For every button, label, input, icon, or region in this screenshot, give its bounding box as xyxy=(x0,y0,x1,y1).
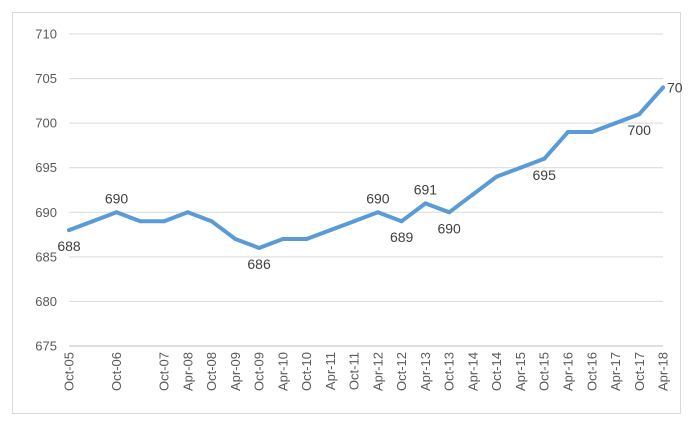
x-tick-label: Oct-14 xyxy=(489,352,504,391)
data-point xyxy=(185,210,190,215)
data-point xyxy=(423,201,428,206)
data-point xyxy=(637,112,642,117)
data-label: 690 xyxy=(437,220,461,236)
data-label: 688 xyxy=(57,238,81,254)
data-point xyxy=(138,219,143,224)
data-label: 690 xyxy=(366,190,390,206)
y-tick-label: 700 xyxy=(35,116,57,131)
x-tick-label: Apr-16 xyxy=(561,352,576,391)
x-tick-label: Oct-13 xyxy=(442,352,457,391)
y-tick-label: 710 xyxy=(35,27,57,42)
x-tick-label: Oct-07 xyxy=(157,352,172,391)
x-tick-label: Oct-10 xyxy=(299,352,314,391)
data-label: 695 xyxy=(533,167,557,183)
x-tick-label: Oct-15 xyxy=(537,352,552,391)
data-label: 691 xyxy=(414,181,438,197)
data-point xyxy=(304,237,309,242)
data-label: 704 xyxy=(667,79,682,95)
y-tick-label: 705 xyxy=(35,71,57,86)
data-point xyxy=(257,245,262,250)
series-line xyxy=(67,85,665,250)
y-tick-label: 690 xyxy=(35,205,57,220)
data-point xyxy=(352,219,357,224)
gridlines xyxy=(69,33,663,347)
data-point xyxy=(518,165,523,170)
y-tick-label: 685 xyxy=(35,249,57,264)
data-point xyxy=(399,219,404,224)
x-tick-label: Apr-18 xyxy=(656,352,671,391)
data-point xyxy=(542,156,547,161)
x-tick-label: Oct-17 xyxy=(632,352,647,391)
data-point xyxy=(447,210,452,215)
data-point xyxy=(90,219,95,224)
chart-frame: 675 680 685 690 695 700 705 710 Oct-05 Oct-06 Oct… xyxy=(12,12,682,414)
data-point xyxy=(328,228,333,233)
x-tick-label: Oct-05 xyxy=(62,352,77,391)
y-tick-label: 680 xyxy=(35,294,57,309)
y-axis-ticks: 675 680 685 690 695 700 705 710 xyxy=(35,27,57,354)
data-labels: 688 690 686 690 689 691 690 695 700 704 xyxy=(57,79,682,271)
x-tick-label: Oct-11 xyxy=(347,352,362,390)
x-tick-label: Oct-16 xyxy=(584,352,599,391)
data-point xyxy=(280,237,285,242)
x-tick-label: Apr-15 xyxy=(513,352,528,391)
x-tick-label: Apr-08 xyxy=(180,352,195,391)
series-polyline xyxy=(67,85,665,250)
data-point xyxy=(613,121,618,126)
data-point xyxy=(589,130,594,135)
x-tick-label: Oct-12 xyxy=(394,352,409,391)
x-tick-label: Apr-10 xyxy=(275,352,290,391)
data-label: 690 xyxy=(105,190,129,206)
data-label: 689 xyxy=(390,229,414,245)
data-label: 686 xyxy=(247,256,271,272)
data-point xyxy=(209,219,214,224)
data-point xyxy=(661,85,665,90)
data-point xyxy=(233,237,238,242)
data-point xyxy=(67,228,71,233)
data-point xyxy=(565,130,570,135)
y-tick-label: 695 xyxy=(35,160,57,175)
data-point xyxy=(162,219,167,224)
x-tick-label: Apr-13 xyxy=(418,352,433,391)
x-tick-label: Apr-17 xyxy=(608,352,623,391)
x-tick-label: Oct-06 xyxy=(109,352,124,391)
data-label: 700 xyxy=(628,122,652,138)
y-tick-label: 675 xyxy=(35,339,57,354)
data-point xyxy=(470,192,475,197)
x-tick-label: Oct-08 xyxy=(204,352,219,391)
x-tick-label: Apr-09 xyxy=(228,352,243,391)
x-tick-label: Apr-11 xyxy=(323,352,338,390)
x-axis-ticks: Oct-05 Oct-06 Oct-07 Apr-08 Oct-08 Apr-09 Oct-… xyxy=(62,352,671,391)
data-point xyxy=(114,210,119,215)
data-point xyxy=(494,174,499,179)
x-tick-label: Apr-12 xyxy=(370,352,385,391)
x-tick-label: Apr-14 xyxy=(465,352,480,391)
data-point xyxy=(375,210,380,215)
x-tick-label: Oct-09 xyxy=(252,352,267,391)
